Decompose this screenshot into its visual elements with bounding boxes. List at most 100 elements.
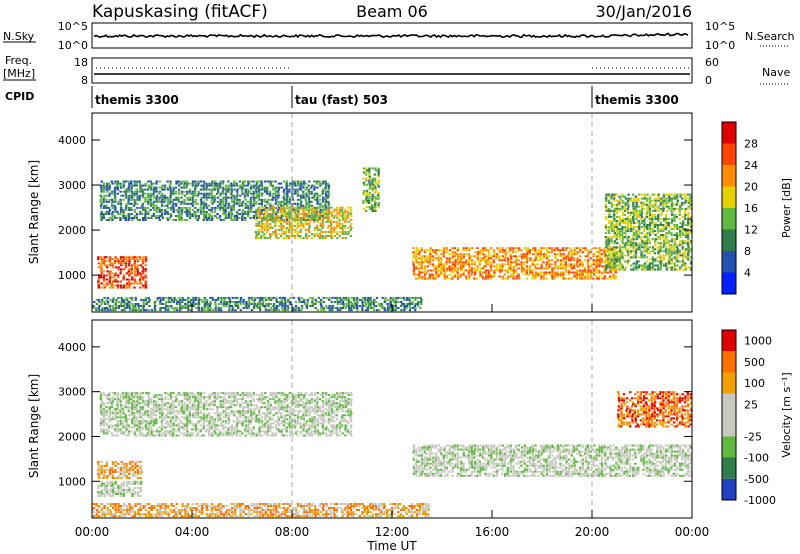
range-gate-cell: [659, 242, 662, 245]
range-gate-cell: [280, 186, 283, 189]
range-gate-cell: [128, 206, 131, 209]
range-gate-cell: [610, 209, 613, 212]
range-gate-cell: [208, 204, 211, 207]
range-gate-cell: [245, 303, 248, 305]
range-gate-cell: [318, 182, 322, 185]
range-gate-cell: [437, 259, 440, 262]
range-gate-cell: [103, 473, 106, 475]
range-gate-cell: [178, 303, 182, 305]
range-gate-cell: [116, 428, 120, 431]
range-gate-cell: [134, 266, 137, 269]
range-gate-cell: [105, 480, 109, 483]
range-gate-cell: [161, 204, 164, 207]
range-gate-cell: [100, 414, 103, 417]
range-gate-cell: [435, 249, 438, 252]
range-gate-cell: [260, 200, 264, 203]
range-gate-cell: [272, 212, 275, 215]
range-gate-cell: [621, 254, 624, 257]
range-gate-cell: [261, 216, 264, 219]
range-gate-cell: [131, 492, 134, 495]
range-gate-cell: [579, 261, 582, 264]
range-gate-cell: [618, 268, 621, 271]
range-gate-cell: [136, 464, 139, 467]
range-gate-cell: [350, 214, 353, 217]
range-gate-cell: [345, 305, 348, 307]
range-gate-cell: [451, 257, 454, 260]
range-gate-cell: [106, 266, 109, 269]
range-gate-cell: [122, 468, 126, 471]
range-gate-cell: [381, 296, 384, 299]
range-gate-cell: [133, 420, 137, 423]
range-gate-cell: [635, 211, 638, 214]
range-gate-cell: [164, 309, 167, 312]
range-gate-cell: [659, 256, 662, 259]
range-gate-cell: [336, 307, 339, 309]
range-gate-cell: [302, 298, 306, 301]
range-gate-cell: [300, 182, 303, 185]
range-gate-cell: [135, 404, 139, 407]
range-gate-cell: [610, 222, 614, 224]
range-gate-cell: [147, 392, 150, 395]
range-gate-cell: [236, 296, 239, 299]
range-gate-cell: [127, 198, 130, 201]
range-gate-cell: [150, 432, 153, 435]
range-gate-cell: [244, 213, 247, 215]
range-gate-cell: [187, 309, 190, 312]
range-gate-cell: [589, 265, 593, 268]
range-gate-cell: [257, 220, 261, 223]
range-gate-cell: [500, 269, 504, 272]
range-gate-cell: [286, 214, 289, 217]
range-gate-cell: [97, 262, 101, 265]
range-gate-cell: [624, 226, 627, 228]
range-gate-cell: [517, 259, 520, 262]
range-gate-cell: [202, 206, 205, 209]
range-gate-cell: [442, 267, 445, 270]
range-gate-cell: [532, 253, 535, 256]
range-gate-cell: [614, 277, 617, 280]
range-gate-cell: [364, 296, 367, 299]
range-gate-cell: [197, 305, 200, 307]
range-gate-cell: [528, 267, 532, 270]
range-gate-cell: [204, 303, 207, 305]
range-gate-cell: [362, 181, 366, 184]
range-gate-cell: [119, 204, 123, 207]
range-gate-cell: [160, 428, 164, 431]
range-gate-cell: [280, 224, 283, 227]
range-gate-cell: [460, 267, 463, 270]
range-gate-cell: [420, 247, 424, 250]
range-gate-cell: [365, 197, 368, 200]
range-gate-cell: [276, 190, 280, 193]
range-gate-cell: [246, 180, 250, 183]
range-gate-cell: [557, 249, 560, 252]
range-gate-cell: [108, 424, 111, 427]
range-gate-cell: [113, 194, 117, 197]
range-gate-cell: [548, 265, 551, 268]
range-gate-cell: [289, 212, 292, 215]
range-gate-cell: [316, 202, 319, 205]
range-gate-cell: [263, 216, 267, 219]
range-gate-cell: [200, 196, 203, 199]
range-gate-cell: [234, 309, 237, 312]
range-gate-cell: [559, 267, 563, 270]
cpid-segment-label: themis 3300: [95, 93, 179, 107]
range-gate-cell: [629, 197, 632, 200]
range-gate-cell: [111, 494, 115, 497]
range-gate-cell: [673, 248, 676, 251]
range-gate-cell: [511, 251, 515, 254]
range-gate-cell: [654, 215, 657, 218]
range-gate-cell: [128, 490, 132, 493]
range-gate-cell: [135, 194, 139, 197]
range-gate-cell: [175, 416, 178, 419]
range-gate-cell: [537, 249, 540, 252]
range-gate-cell: [368, 193, 371, 196]
range-gate-cell: [191, 215, 194, 217]
range-gate-cell: [202, 202, 205, 205]
range-gate-cell: [365, 183, 368, 186]
range-gate-cell: [536, 275, 540, 278]
range-gate-cell: [228, 296, 231, 299]
range-gate-cell: [236, 198, 239, 201]
range-gate-cell: [682, 268, 685, 271]
range-gate-cell: [330, 224, 333, 227]
range-gate-cell: [341, 226, 344, 229]
range-gate-cell: [269, 235, 272, 237]
